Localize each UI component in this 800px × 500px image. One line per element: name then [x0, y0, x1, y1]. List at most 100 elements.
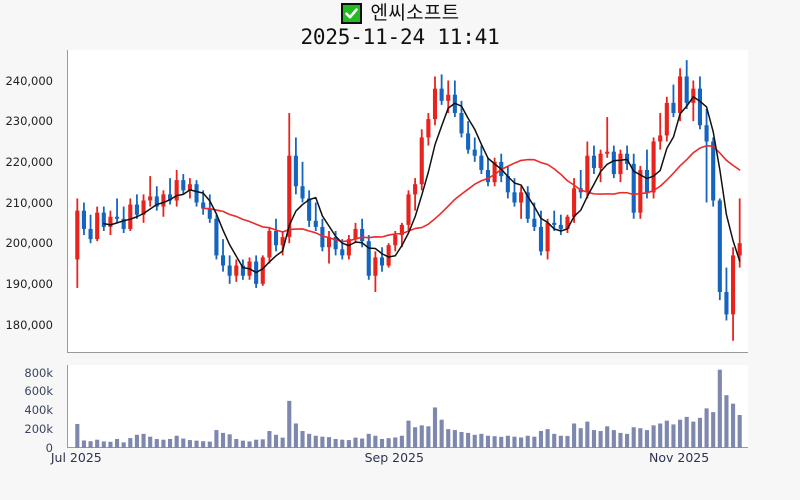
- volume-bar: [711, 412, 716, 448]
- volume-bar: [545, 429, 550, 448]
- candle-body: [95, 212, 100, 240]
- volume-bar: [260, 439, 265, 448]
- volume-bar: [472, 434, 477, 448]
- candle-wick: [149, 176, 152, 207]
- candle-body: [220, 255, 226, 266]
- candle-wick: [705, 108, 708, 203]
- candle-body: [684, 76, 689, 103]
- candle-body: [128, 204, 133, 229]
- candle-body: [439, 88, 444, 101]
- volume-bar: [333, 438, 338, 448]
- volume-bar: [678, 419, 683, 448]
- volume-bar: [664, 420, 669, 448]
- candle-body: [691, 88, 696, 103]
- candle-body: [538, 226, 544, 252]
- volume-bar: [280, 437, 285, 448]
- volume-bar: [121, 442, 126, 448]
- title-row: 엔씨소프트: [0, 1, 800, 25]
- date-axis-tick: Sep 2025: [364, 450, 424, 465]
- volume-bar: [326, 437, 332, 448]
- candle-body: [280, 237, 285, 246]
- volume-bar: [618, 432, 623, 448]
- volume-bar: [598, 431, 603, 448]
- price-axis-tick: 240,000: [5, 73, 53, 88]
- candle-body: [187, 184, 192, 191]
- candle-body: [545, 222, 550, 252]
- volume-bar: [101, 441, 106, 448]
- candlestick-plot: [75, 60, 742, 341]
- volume-bar: [684, 416, 689, 448]
- check-mark-icon: [340, 2, 362, 24]
- volume-axis-tick: 600k: [24, 384, 53, 399]
- timestamp-label: 2025-11-24 11:41: [300, 25, 500, 49]
- candle-body: [346, 239, 351, 256]
- volume-bar: [406, 420, 411, 448]
- volume-bar: [194, 440, 199, 448]
- candle-body: [697, 88, 702, 126]
- candle-body: [326, 237, 332, 248]
- volume-bar: [413, 427, 418, 448]
- candle-body: [731, 255, 736, 315]
- volume-bar: [565, 435, 570, 448]
- candle-body: [148, 196, 153, 201]
- candle-body: [638, 169, 643, 213]
- candle-body: [260, 257, 265, 284]
- volume-bar: [605, 426, 610, 448]
- candle-body: [373, 257, 378, 276]
- volume-bar: [128, 438, 133, 448]
- candle-body: [360, 228, 365, 242]
- volume-bar: [154, 439, 159, 448]
- ma-short-line: [103, 96, 741, 274]
- candle-body: [558, 224, 563, 229]
- candle-body: [240, 265, 245, 276]
- volume-bar: [234, 439, 239, 448]
- candle-body: [737, 243, 742, 256]
- volume-bar: [187, 440, 192, 448]
- price-axis-tick: 210,000: [5, 195, 53, 210]
- candle-body: [201, 202, 206, 209]
- candle-body: [505, 176, 510, 193]
- volume-bar: [386, 438, 391, 448]
- candle-wick: [169, 178, 171, 205]
- candle-wick: [328, 230, 330, 264]
- candle-body: [399, 224, 404, 236]
- volume-bar: [346, 440, 351, 448]
- volume-bar: [141, 433, 146, 448]
- volume-bar: [459, 431, 464, 448]
- candle-body: [141, 200, 146, 215]
- volume-axis-tick: 400k: [24, 403, 53, 418]
- candle-body: [459, 113, 464, 134]
- volume-bar: [611, 430, 616, 448]
- candle-body: [194, 184, 199, 203]
- price-axis-tick: 200,000: [5, 236, 53, 251]
- candle-body: [724, 291, 729, 315]
- volume-bar: [148, 436, 153, 448]
- volume-bar: [572, 423, 577, 448]
- volume-bar: [108, 441, 113, 448]
- candle-body: [472, 149, 477, 156]
- volume-bar: [519, 437, 524, 448]
- price-axis-labels: 240,000 230,000 220,000 210,000 200,000 190,0…: [0, 50, 61, 353]
- volume-bar: [485, 435, 491, 448]
- candle-body: [552, 222, 557, 225]
- volume-bar: [320, 436, 325, 448]
- candle-body: [393, 235, 398, 246]
- volume-bar: [174, 435, 179, 448]
- candle-body: [711, 141, 716, 201]
- candle-body: [485, 169, 491, 183]
- candle-body: [406, 194, 411, 225]
- candle-body: [664, 102, 669, 136]
- candle-body: [386, 245, 391, 266]
- candle-body: [353, 228, 358, 240]
- candle-body: [207, 208, 212, 219]
- candle-body: [446, 94, 451, 101]
- volume-bar: [399, 435, 404, 448]
- volume-bar: [167, 438, 173, 448]
- volume-plot: [75, 369, 742, 448]
- volume-bar: [658, 423, 663, 448]
- volume-bar: [446, 429, 451, 448]
- candle-body: [88, 228, 93, 240]
- volume-bar: [704, 408, 709, 448]
- candle-body: [313, 220, 318, 227]
